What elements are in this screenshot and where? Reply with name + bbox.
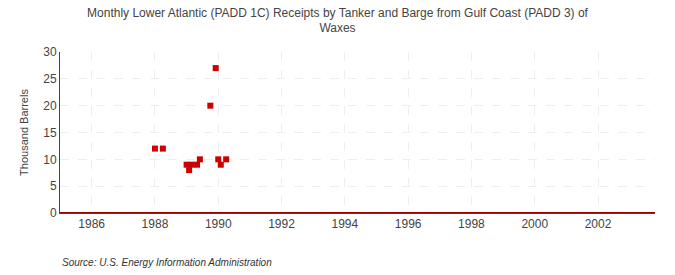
svg-text:1992: 1992 [268, 217, 295, 231]
svg-text:1990: 1990 [205, 217, 232, 231]
svg-text:25: 25 [43, 72, 57, 86]
svg-text:Thousand Barrels: Thousand Barrels [18, 89, 30, 176]
svg-text:15: 15 [43, 126, 57, 140]
svg-text:Monthly Lower Atlantic (PADD 1: Monthly Lower Atlantic (PADD 1C) Receipt… [87, 6, 589, 36]
svg-text:1996: 1996 [395, 217, 422, 231]
svg-text:20: 20 [43, 99, 57, 113]
svg-text:1986: 1986 [78, 217, 105, 231]
svg-text:1988: 1988 [142, 217, 169, 231]
svg-text:10: 10 [43, 153, 57, 167]
svg-text:5: 5 [50, 179, 57, 193]
svg-text:Source: U.S. Energy Informatio: Source: U.S. Energy Information Administ… [62, 257, 272, 268]
svg-text:2000: 2000 [521, 217, 548, 231]
svg-text:30: 30 [43, 45, 57, 59]
svg-text:1998: 1998 [458, 217, 485, 231]
svg-text:1994: 1994 [331, 217, 358, 231]
svg-text:2002: 2002 [585, 217, 612, 231]
svg-text:0: 0 [50, 206, 57, 220]
